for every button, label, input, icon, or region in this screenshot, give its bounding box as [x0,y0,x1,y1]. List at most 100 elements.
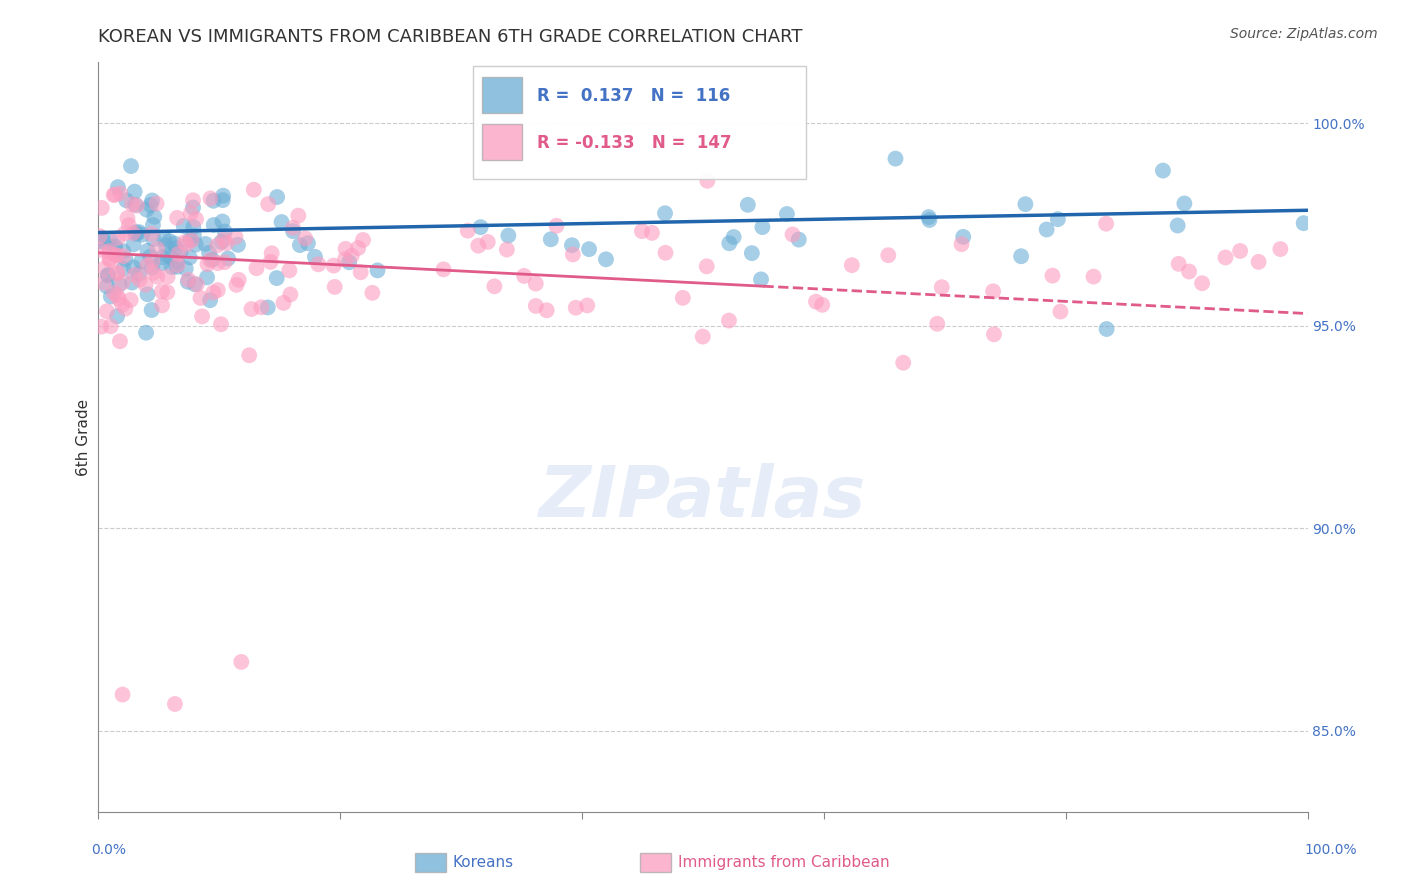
Text: 0.0%: 0.0% [91,843,127,857]
Point [749,272,772,286]
Point [141,194,163,208]
Point [578,242,600,256]
Point [259,255,281,269]
Point [273,296,295,310]
Point [89,229,111,244]
Point [114,301,136,316]
Point [156,269,179,284]
Point [1010,249,1032,263]
Point [270,215,292,229]
Point [226,237,249,252]
Point [183,228,205,243]
Point [121,197,143,211]
Point [524,277,547,291]
Point [166,260,188,274]
Point [484,279,506,293]
Point [841,258,863,272]
Point [100,289,122,303]
Point [115,194,138,208]
Point [103,241,125,255]
Point [1270,242,1292,256]
Point [337,255,360,269]
Point [1046,212,1069,227]
Point [104,187,127,202]
Point [89,234,111,248]
Point [467,238,489,252]
Point [811,298,834,312]
Point [200,191,222,205]
Point [156,285,179,300]
Point [90,319,112,334]
Point [156,249,179,263]
Point [367,263,389,277]
Point [118,219,141,233]
Point [215,236,238,251]
Point [212,188,235,202]
Point [266,190,288,204]
Text: Koreans: Koreans [453,855,513,870]
Point [877,248,900,262]
Point [107,231,129,245]
Point [100,319,122,334]
Point [104,239,127,253]
Point [165,241,187,255]
Point [804,294,827,309]
Point [654,245,676,260]
Point [266,271,288,285]
Point [160,260,183,274]
Point [145,196,167,211]
Point [105,288,128,302]
Point [108,334,131,349]
Point [194,236,217,251]
Point [1083,269,1105,284]
Point [224,230,246,244]
Point [981,285,1004,299]
Point [198,245,221,260]
Point [457,224,479,238]
Point [180,233,202,247]
Point [1167,219,1189,233]
Point [177,275,200,289]
Point [211,193,233,207]
Point [297,236,319,251]
Point [89,243,111,257]
Point [112,261,135,276]
Point [186,277,208,292]
Point [287,209,309,223]
Point [179,251,201,265]
Point [184,237,207,252]
Point [96,279,118,293]
Point [142,218,165,232]
Point [207,256,229,270]
Point [167,247,190,261]
Point [323,280,346,294]
Point [93,261,115,276]
Point [335,242,357,256]
Point [1095,322,1118,336]
Point [124,268,146,282]
Point [672,291,695,305]
Point [595,252,617,267]
Point [350,265,373,279]
Point [110,186,132,201]
Point [217,252,239,266]
Point [103,285,125,300]
Point [546,219,568,233]
Point [1167,257,1189,271]
Point [884,152,907,166]
Point [122,237,145,252]
Point [983,327,1005,342]
Text: Immigrants from Caribbean: Immigrants from Caribbean [678,855,890,870]
Point [352,233,374,247]
Point [205,238,228,252]
Point [741,246,763,260]
Point [120,159,142,173]
Point [136,259,159,273]
Point [202,194,225,208]
Point [1178,264,1201,278]
Point [139,198,162,212]
Point [347,241,370,255]
Point [176,237,198,252]
Point [122,226,145,240]
Point [98,246,121,260]
